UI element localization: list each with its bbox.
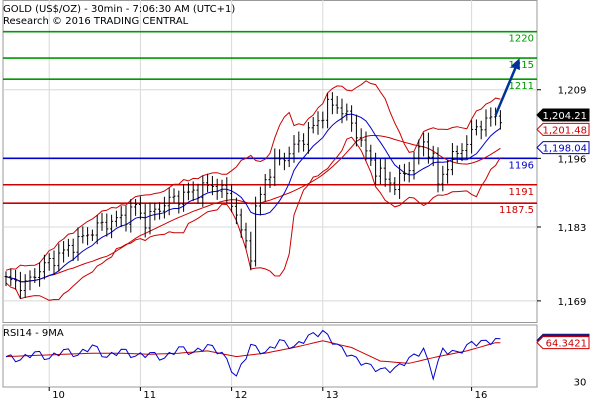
fast-ma-line bbox=[5, 113, 501, 283]
forecast-arrow-head bbox=[510, 58, 520, 71]
rsi-line bbox=[5, 329, 501, 382]
price-tags: 1,204.211,201.481,198.0466.420764.3421 bbox=[536, 108, 590, 350]
date-label: 11 bbox=[143, 390, 156, 400]
date-label: 12 bbox=[235, 390, 248, 400]
rsi-tick-label: 30 bbox=[574, 377, 587, 388]
level-label-1211: 1211 bbox=[509, 81, 534, 92]
rsi-ma-line bbox=[5, 340, 501, 364]
date-label: 16 bbox=[475, 390, 488, 400]
rsi-panel bbox=[5, 329, 501, 382]
price-tag-current-box bbox=[536, 108, 590, 122]
price-panel-frame bbox=[2, 0, 538, 323]
forecast-arrow-shaft bbox=[494, 65, 518, 116]
price-tag-band-box bbox=[536, 122, 590, 136]
rsi-tag-rsi_ma-box bbox=[536, 336, 590, 350]
price-tag-ma-box bbox=[536, 141, 590, 155]
price-tick-label: 1,196 bbox=[558, 154, 587, 165]
date-label: 10 bbox=[52, 390, 65, 400]
level-label-1220: 1220 bbox=[509, 34, 534, 45]
price-tag-current-label: 1,204.21 bbox=[542, 111, 587, 122]
price-tick-label: 1,209 bbox=[558, 86, 587, 97]
lower-band-line bbox=[5, 136, 501, 301]
price-tick-label: 1,183 bbox=[558, 223, 587, 234]
price-tick-label: 1,169 bbox=[558, 297, 587, 308]
price-tag-band-label: 1,201.48 bbox=[542, 125, 587, 136]
rsi-tag-rsi_ma-label: 64.3421 bbox=[546, 339, 587, 350]
slow-ma-line bbox=[5, 135, 501, 283]
level-label-1187.5: 1187.5 bbox=[499, 205, 534, 216]
rsi-title: RSI14 - 9MA bbox=[3, 328, 64, 339]
level-label-1191: 1191 bbox=[509, 187, 534, 198]
candles bbox=[4, 92, 502, 299]
rsi-panel-frame bbox=[2, 324, 538, 388]
date-label: 13 bbox=[326, 390, 339, 400]
chart-subtitle: Research © 2016 TRADING CENTRAL bbox=[3, 16, 189, 27]
forecast-arrow bbox=[494, 58, 520, 116]
chart-title: GOLD (US$/OZ) - 30min - 7:06:30 AM (UTC+… bbox=[3, 4, 235, 15]
level-label-1215: 1215 bbox=[509, 60, 534, 71]
moving-averages bbox=[5, 113, 501, 283]
key-levels: 1220 1215 1211 1196 1191 1187.5 bbox=[3, 30, 537, 216]
price-tag-ma-label: 1,198.04 bbox=[542, 144, 587, 155]
level-label-1196: 1196 bbox=[509, 160, 534, 171]
upper-band-line bbox=[5, 80, 501, 271]
bollinger-bands bbox=[5, 80, 501, 301]
axes: 1,169 1,183 1,196 1,209 30 10 11 12 13 16 bbox=[48, 86, 587, 400]
